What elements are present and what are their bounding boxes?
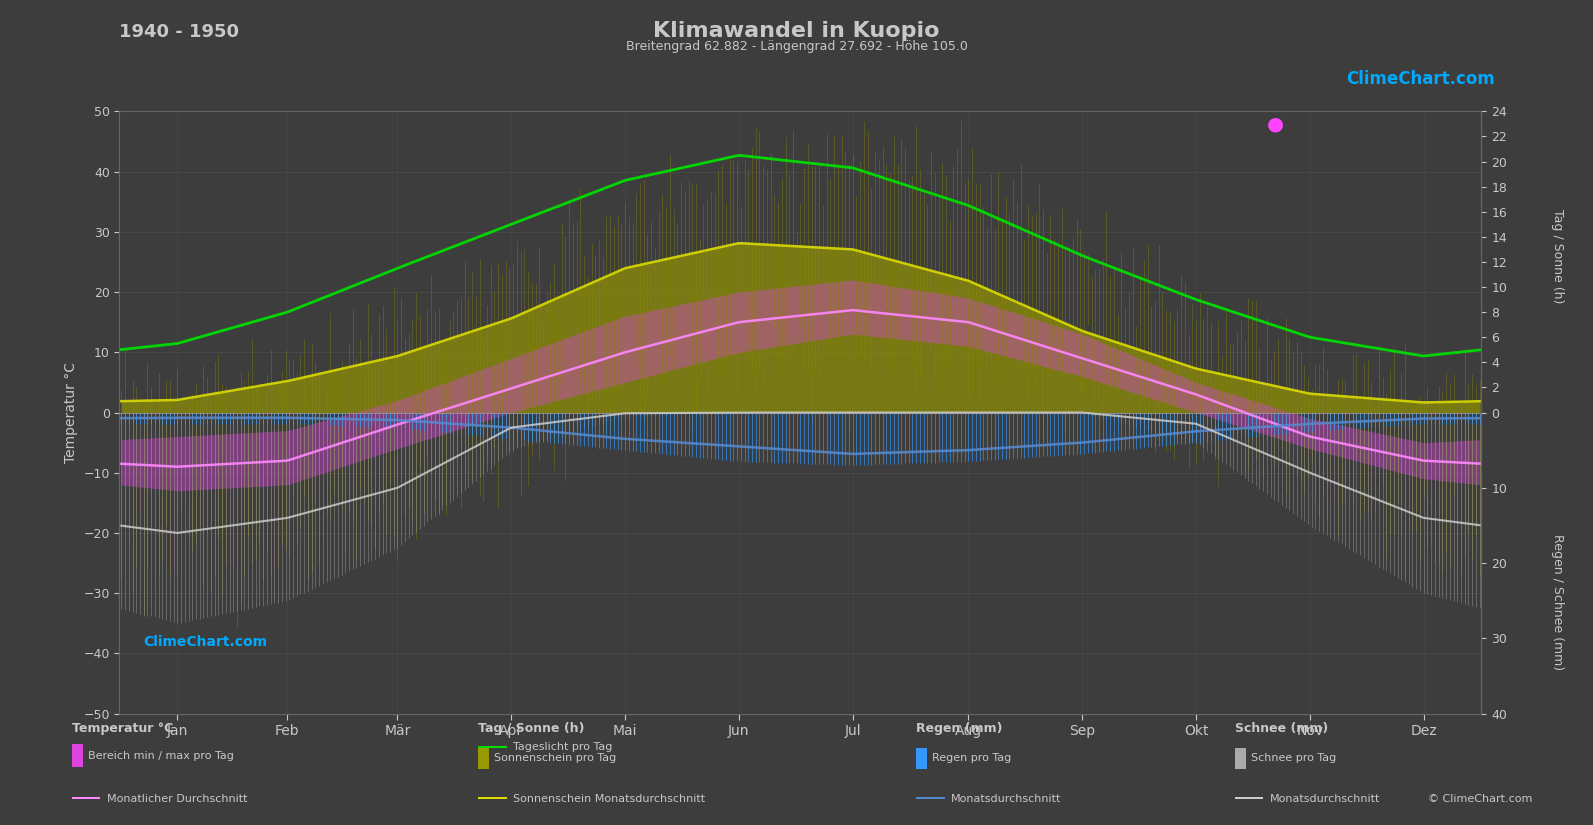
Text: Temperatur °C: Temperatur °C — [72, 722, 174, 735]
Text: Tag / Sonne (h): Tag / Sonne (h) — [478, 722, 585, 735]
Text: Monatsdurchschnitt: Monatsdurchschnitt — [1270, 794, 1380, 804]
Text: Regen pro Tag: Regen pro Tag — [932, 753, 1012, 763]
Text: ClimeChart.com: ClimeChart.com — [143, 635, 268, 649]
Text: Bereich min / max pro Tag: Bereich min / max pro Tag — [88, 751, 234, 761]
Text: ●: ● — [1266, 115, 1284, 134]
Text: Schnee pro Tag: Schnee pro Tag — [1251, 753, 1337, 763]
Text: 1940 - 1950: 1940 - 1950 — [119, 23, 239, 41]
Text: Regen (mm): Regen (mm) — [916, 722, 1002, 735]
Text: Schnee (mm): Schnee (mm) — [1235, 722, 1329, 735]
Text: ClimeChart.com: ClimeChart.com — [1346, 70, 1494, 88]
Text: Sonnenschein pro Tag: Sonnenschein pro Tag — [494, 753, 616, 763]
Text: Tag / Sonne (h): Tag / Sonne (h) — [1552, 209, 1564, 303]
Text: © ClimeChart.com: © ClimeChart.com — [1427, 794, 1532, 804]
Text: Breitengrad 62.882 - Längengrad 27.692 - Höhe 105.0: Breitengrad 62.882 - Längengrad 27.692 -… — [626, 40, 967, 53]
Text: Monatlicher Durchschnitt: Monatlicher Durchschnitt — [107, 794, 247, 804]
Text: Klimawandel in Kuopio: Klimawandel in Kuopio — [653, 21, 940, 40]
Text: Sonnenschein Monatsdurchschnitt: Sonnenschein Monatsdurchschnitt — [513, 794, 706, 804]
Text: Tageslicht pro Tag: Tageslicht pro Tag — [513, 742, 612, 752]
Text: Monatsdurchschnitt: Monatsdurchschnitt — [951, 794, 1061, 804]
Y-axis label: Temperatur °C: Temperatur °C — [64, 362, 78, 463]
Text: Regen / Schnee (mm): Regen / Schnee (mm) — [1552, 535, 1564, 670]
